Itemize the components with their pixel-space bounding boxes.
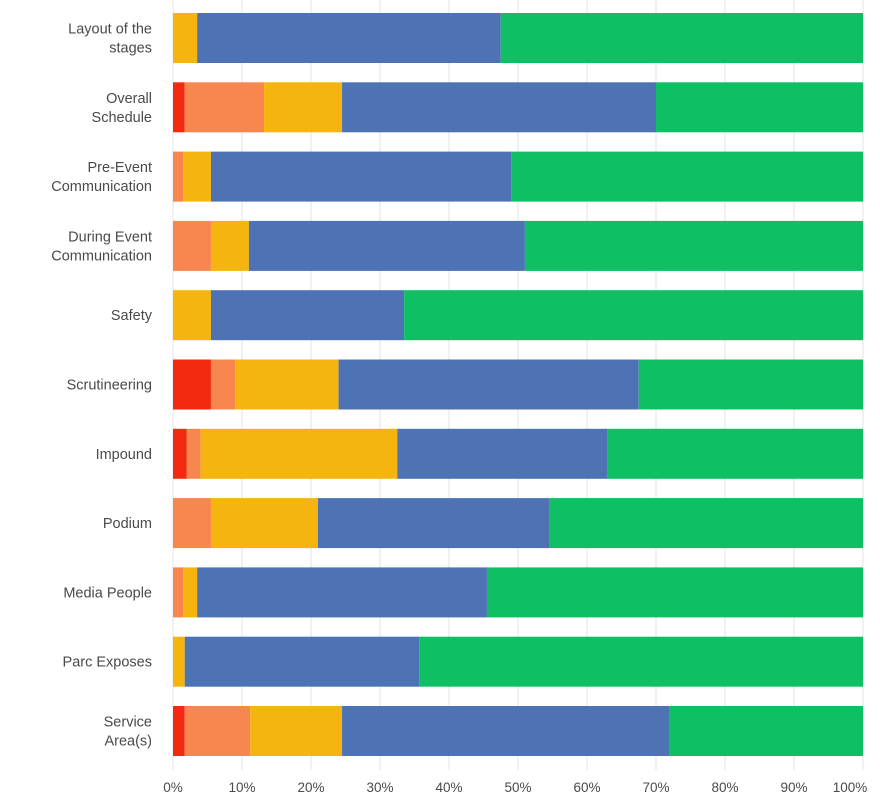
- bar-segment: [317, 498, 550, 549]
- bar-segment: [173, 290, 211, 341]
- bars: [173, 13, 863, 756]
- bar-segment: [669, 706, 863, 756]
- bar-segment: [173, 13, 198, 63]
- bar-segment: [607, 428, 863, 479]
- x-axis-tick-labels: 0% 10% 20% 30% 40% 50% 60% 70% 80% 90% 100%: [163, 780, 867, 795]
- x-tick-label: 80%: [711, 780, 738, 795]
- bar-segment: [210, 359, 236, 410]
- bar-row: [173, 428, 863, 479]
- bar-segment: [250, 706, 343, 756]
- bar-segment: [342, 706, 670, 756]
- category-label: Podium: [103, 516, 152, 532]
- bar-segment: [210, 290, 405, 341]
- bar-segment: [183, 151, 211, 202]
- bar-row: [173, 636, 863, 687]
- x-tick-label: 100%: [833, 780, 868, 795]
- bar-segment: [656, 82, 863, 133]
- category-label: Pre-Event Communication: [51, 160, 152, 195]
- category-label: Parc Exposes: [63, 655, 152, 671]
- bar-segment: [210, 151, 512, 202]
- category-label: Layout of the stages: [68, 22, 152, 57]
- bar-row: [173, 498, 863, 549]
- bar-segment: [342, 82, 656, 133]
- bar-row: [173, 220, 863, 271]
- x-tick-label: 60%: [573, 780, 600, 795]
- bar-segment: [173, 359, 211, 410]
- bar-segment: [500, 13, 863, 63]
- bar-segment: [184, 82, 265, 133]
- x-tick-label: 30%: [366, 780, 393, 795]
- category-label: During Event Communication: [51, 229, 152, 264]
- bar-row: [173, 151, 863, 202]
- bar-segment: [173, 636, 185, 687]
- bar-segment: [173, 428, 187, 479]
- bar-row: [173, 567, 863, 618]
- bar-segment: [197, 567, 487, 618]
- bar-segment: [264, 82, 343, 133]
- category-label: Media People: [63, 585, 152, 601]
- bar-segment: [186, 428, 201, 479]
- bar-row: [173, 359, 863, 410]
- x-tick-label: 70%: [642, 780, 669, 795]
- bar-segment: [173, 706, 185, 756]
- bar-segment: [184, 706, 251, 756]
- bar-segment: [197, 13, 501, 63]
- category-labels: Layout of the stages Overall Schedule Pre-Ev…: [51, 22, 152, 750]
- bar-segment: [173, 82, 185, 133]
- x-tick-label: 40%: [435, 780, 462, 795]
- bar-segment: [183, 567, 198, 618]
- bar-row: [173, 290, 863, 341]
- category-label: Scrutineering: [67, 378, 152, 394]
- x-tick-label: 50%: [504, 780, 531, 795]
- category-label: Service Area(s): [104, 715, 152, 750]
- bar-segment: [173, 498, 211, 549]
- x-tick-label: 10%: [228, 780, 255, 795]
- bar-segment: [173, 220, 211, 271]
- bar-segment: [397, 428, 608, 479]
- bar-segment: [524, 220, 863, 271]
- x-tick-label: 20%: [297, 780, 324, 795]
- bar-segment: [210, 498, 318, 549]
- bar-segment: [511, 151, 863, 202]
- bar-segment: [235, 359, 339, 410]
- category-label: Safety: [111, 308, 153, 324]
- bar-segment: [173, 151, 184, 202]
- bar-segment: [173, 567, 184, 618]
- category-label: Impound: [96, 447, 152, 463]
- bar-row: [173, 82, 863, 133]
- bar-segment: [210, 220, 249, 271]
- bar-segment: [200, 428, 398, 479]
- bar-segment: [404, 290, 863, 341]
- x-tick-label: 0%: [163, 780, 183, 795]
- bar-segment: [638, 359, 863, 410]
- bar-segment: [549, 498, 863, 549]
- category-label: Overall Schedule: [92, 91, 152, 126]
- bar-segment: [338, 359, 639, 410]
- bar-row: [173, 706, 863, 756]
- bar-row: [173, 13, 863, 63]
- bar-segment: [184, 636, 420, 687]
- bar-segment: [486, 567, 863, 618]
- x-tick-label: 90%: [780, 780, 807, 795]
- bar-segment: [419, 636, 863, 687]
- bar-segment: [248, 220, 525, 271]
